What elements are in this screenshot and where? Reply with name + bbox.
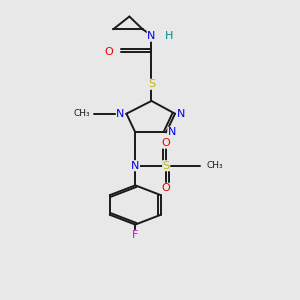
Text: CH₃: CH₃ [74, 109, 91, 118]
Text: O: O [104, 47, 113, 57]
Text: O: O [162, 183, 171, 193]
Text: N: N [147, 31, 156, 41]
Text: N: N [168, 127, 176, 137]
Text: N: N [177, 109, 185, 119]
Text: H: H [165, 31, 173, 41]
Text: O: O [162, 138, 171, 148]
Text: N: N [116, 109, 125, 119]
Text: CH₃: CH₃ [206, 161, 223, 170]
Text: S: S [148, 79, 155, 89]
Text: F: F [132, 230, 139, 240]
Text: S: S [163, 161, 170, 171]
Text: N: N [131, 161, 140, 171]
